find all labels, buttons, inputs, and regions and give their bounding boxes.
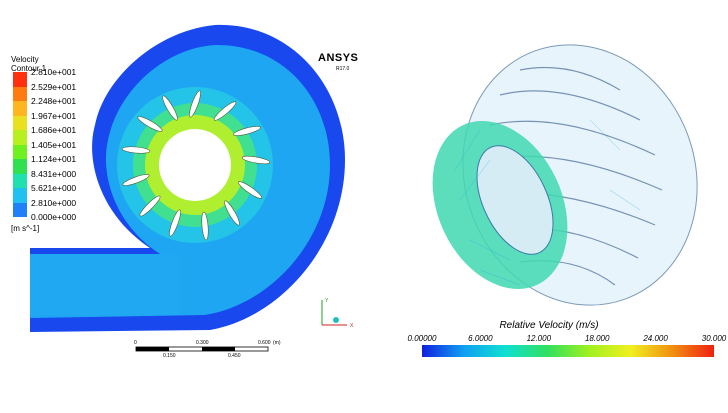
legend-swatch (13, 115, 27, 130)
scale-label-150: 0.150 (163, 353, 176, 359)
svg-text:Y: Y (325, 298, 329, 304)
axis-triad-icon: Y X (321, 298, 354, 329)
legend-swatch (13, 159, 27, 174)
ansys-logo: ANSYS (318, 52, 359, 64)
legend-label: 2.810e+001 (31, 67, 77, 77)
vector-field (454, 119, 641, 286)
scale-label-600: 0.600 (258, 340, 271, 346)
legend-swatch (13, 130, 27, 145)
relative-velocity-plot (432, 44, 698, 306)
inlet-core (476, 145, 554, 255)
colorbar-tick-label: 24.000 (643, 334, 668, 343)
legend-swatch (13, 101, 27, 116)
relative-velocity-panel: Relative Velocity (m/s) 0.00000 6.0000 12.… (370, 0, 728, 408)
legend-label: 2.248e+001 (31, 96, 77, 106)
legend-title: Velocity Contour 1 (11, 55, 46, 73)
legend-swatch (13, 86, 27, 101)
legend-label: 1.967e+001 (31, 110, 77, 121)
scale-unit: (m) (273, 340, 281, 346)
legend-title-line1: Velocity (11, 55, 39, 64)
impeller-blades (121, 90, 271, 241)
legend-label: 0.000e+000 (31, 212, 77, 222)
legend-unit: [m s^-1] (11, 224, 40, 233)
legend-label: 8.431e+000 (31, 168, 77, 179)
legend-label: 1.686e+001 (31, 125, 77, 135)
legend-swatch (13, 144, 27, 159)
svg-text:X: X (350, 323, 354, 329)
scale-bar: 0 0.300 0.600 (m) 0.150 0.450 (134, 340, 281, 359)
legend-label: 1.405e+001 (31, 139, 77, 150)
scale-label-300: 0.300 (196, 340, 209, 346)
legend-swatch (13, 72, 27, 87)
relative-velocity-colorbar (422, 345, 714, 357)
colorbar-tick-label: 30.000 (701, 334, 727, 343)
colorbar-tick-label: 18.000 (584, 334, 610, 343)
legend-label: 5.621e+000 (31, 183, 77, 193)
release-label: R17.0 (336, 66, 350, 72)
outlet-duct-region (30, 255, 180, 315)
scale-label-0: 0 (134, 340, 137, 346)
legend-label: 1.124e+001 (31, 154, 77, 164)
legend-title-line2: Contour 1 (11, 64, 47, 73)
velocity-contour-plot: 0 0.300 0.600 (m) 0.150 0.450 Y X (30, 24, 354, 359)
colorbar-tick-label: 12.000 (526, 334, 552, 343)
impeller-hub (159, 129, 231, 201)
velocity-contour-panel: 0 0.300 0.600 (m) 0.150 0.450 Y X Veloci… (11, 24, 359, 359)
colorbar-tick-label: 6.0000 (468, 334, 493, 343)
colorbar-title: Relative Velocity (m/s) (499, 320, 599, 331)
scale-label-450: 0.450 (228, 353, 241, 359)
legend-swatch (13, 173, 27, 188)
legend-swatch (13, 188, 27, 203)
legend-label: 2.810e+000 (31, 197, 77, 208)
legend-label: 2.529e+001 (31, 81, 77, 92)
colorbar-tick-label: 0.00000 (407, 334, 437, 343)
legend-swatch (13, 202, 27, 217)
